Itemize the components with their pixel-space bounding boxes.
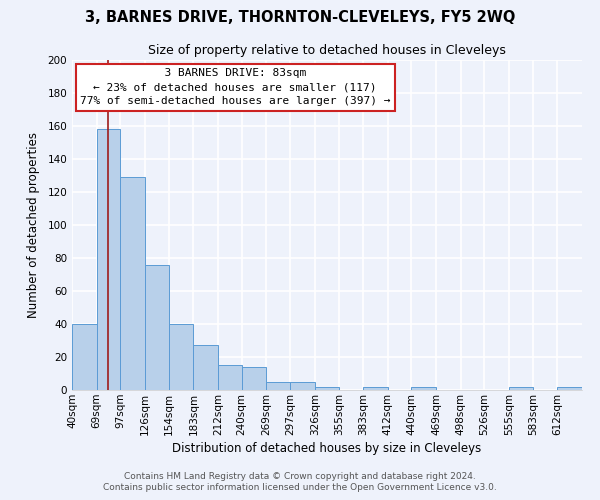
- Bar: [412, 386, 436, 390]
- Bar: [242, 367, 266, 390]
- Bar: [290, 382, 314, 390]
- Bar: [314, 386, 340, 390]
- Y-axis label: Number of detached properties: Number of detached properties: [28, 132, 40, 318]
- Bar: [193, 346, 218, 390]
- Bar: [145, 264, 169, 390]
- Bar: [266, 382, 290, 390]
- Text: 3 BARNES DRIVE: 83sqm  
← 23% of detached houses are smaller (117)
77% of semi-d: 3 BARNES DRIVE: 83sqm ← 23% of detached …: [80, 68, 391, 106]
- Text: Contains HM Land Registry data © Crown copyright and database right 2024.
Contai: Contains HM Land Registry data © Crown c…: [103, 472, 497, 492]
- Bar: [363, 386, 388, 390]
- Bar: [121, 177, 145, 390]
- Bar: [557, 386, 582, 390]
- Bar: [169, 324, 193, 390]
- Bar: [218, 365, 242, 390]
- Bar: [72, 324, 97, 390]
- X-axis label: Distribution of detached houses by size in Cleveleys: Distribution of detached houses by size …: [172, 442, 482, 455]
- Text: 3, BARNES DRIVE, THORNTON-CLEVELEYS, FY5 2WQ: 3, BARNES DRIVE, THORNTON-CLEVELEYS, FY5…: [85, 10, 515, 25]
- Bar: [97, 130, 121, 390]
- Bar: [509, 386, 533, 390]
- Title: Size of property relative to detached houses in Cleveleys: Size of property relative to detached ho…: [148, 44, 506, 58]
